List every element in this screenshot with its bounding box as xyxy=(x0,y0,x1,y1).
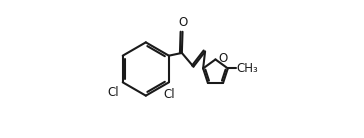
Text: O: O xyxy=(178,16,187,29)
Text: O: O xyxy=(218,52,227,65)
Text: CH₃: CH₃ xyxy=(237,62,258,75)
Text: Cl: Cl xyxy=(108,86,119,99)
Text: Cl: Cl xyxy=(164,88,175,101)
